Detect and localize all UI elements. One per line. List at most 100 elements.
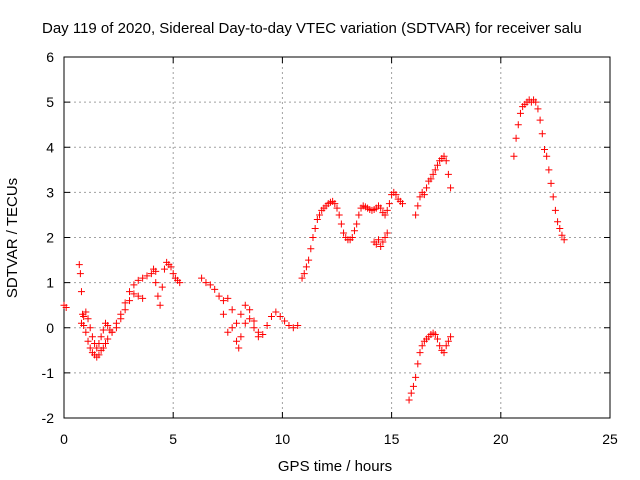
data-point — [444, 170, 452, 178]
series-seg6 — [219, 310, 262, 352]
data-point — [77, 319, 85, 327]
x-tick-label: 10 — [275, 431, 291, 447]
data-point — [263, 321, 271, 329]
data-point — [416, 193, 424, 201]
data-point — [233, 337, 241, 345]
data-point — [420, 191, 428, 199]
data-point — [311, 224, 319, 232]
data-point — [549, 193, 557, 201]
series-seg8 — [370, 229, 391, 251]
data-point — [298, 274, 306, 282]
data-point — [418, 342, 426, 350]
data-point — [167, 263, 175, 271]
data-point — [532, 98, 540, 106]
data-point — [86, 324, 94, 332]
data-points — [60, 96, 568, 404]
y-tick-label: 3 — [46, 184, 54, 200]
data-point — [536, 116, 544, 124]
data-point — [309, 234, 317, 241]
data-point — [512, 134, 520, 142]
data-point — [547, 179, 555, 187]
grid-lines — [64, 57, 610, 418]
data-point — [416, 349, 424, 357]
data-point — [126, 288, 134, 296]
data-point — [62, 303, 70, 311]
data-point — [108, 328, 116, 336]
y-tick-label: 4 — [46, 139, 54, 155]
data-point — [76, 270, 84, 278]
data-point — [379, 238, 387, 246]
data-point — [150, 265, 158, 273]
data-point — [374, 236, 382, 244]
data-point — [348, 234, 356, 241]
data-point — [534, 105, 542, 113]
data-point — [316, 211, 324, 219]
data-point — [333, 204, 341, 212]
data-point — [84, 315, 92, 323]
data-point — [97, 333, 105, 341]
data-point — [407, 389, 415, 397]
data-point — [104, 321, 112, 329]
data-point — [429, 170, 437, 178]
series-seg9 — [412, 152, 455, 219]
data-point — [276, 312, 284, 320]
data-point — [385, 200, 393, 208]
x-tick-label: 0 — [60, 431, 68, 447]
data-point — [350, 227, 358, 235]
data-point — [86, 344, 94, 352]
data-point — [353, 220, 361, 228]
series-seg4 — [150, 258, 184, 309]
data-point — [285, 321, 293, 329]
data-point — [340, 229, 348, 237]
y-tick-label: 5 — [46, 94, 54, 110]
x-tick-label: 5 — [169, 431, 177, 447]
data-point — [545, 166, 553, 174]
data-point — [442, 157, 450, 165]
data-point — [246, 315, 254, 323]
data-point — [215, 292, 223, 300]
data-point — [436, 342, 444, 350]
data-point — [246, 306, 254, 314]
data-point — [95, 340, 103, 348]
data-point — [381, 211, 389, 219]
data-point — [82, 308, 90, 316]
data-point — [139, 294, 147, 302]
data-point — [219, 310, 227, 318]
data-point — [254, 333, 262, 341]
data-point — [305, 256, 313, 264]
y-axis-title: SDTVAR / TECUs — [4, 178, 21, 298]
data-point — [88, 333, 96, 341]
data-point — [442, 342, 450, 350]
data-point — [554, 218, 562, 226]
data-point — [412, 211, 420, 219]
data-point — [237, 333, 245, 341]
data-point — [130, 290, 138, 298]
data-point — [104, 335, 112, 343]
data-point — [440, 152, 448, 160]
data-point — [399, 200, 407, 208]
chart-title: Day 119 of 2020, Sidereal Day-to-day VTE… — [42, 20, 582, 37]
data-point — [440, 349, 448, 357]
data-point — [147, 270, 155, 278]
data-point — [433, 161, 441, 169]
data-point — [169, 270, 177, 278]
data-point — [431, 331, 439, 339]
data-point — [383, 229, 391, 237]
data-point — [228, 306, 236, 314]
y-tick-label: 6 — [46, 49, 54, 65]
series-seg2 — [75, 261, 160, 361]
data-point — [447, 333, 455, 341]
data-point — [412, 373, 420, 381]
data-point — [99, 326, 107, 334]
data-point — [156, 301, 164, 309]
data-point — [152, 279, 160, 287]
y-tick-label: 1 — [46, 275, 54, 291]
series-seg3 — [77, 290, 147, 352]
data-point — [250, 317, 258, 325]
data-point — [117, 315, 125, 323]
data-point — [93, 344, 101, 352]
data-point — [101, 340, 109, 348]
data-point — [134, 292, 142, 300]
data-point — [377, 243, 385, 251]
